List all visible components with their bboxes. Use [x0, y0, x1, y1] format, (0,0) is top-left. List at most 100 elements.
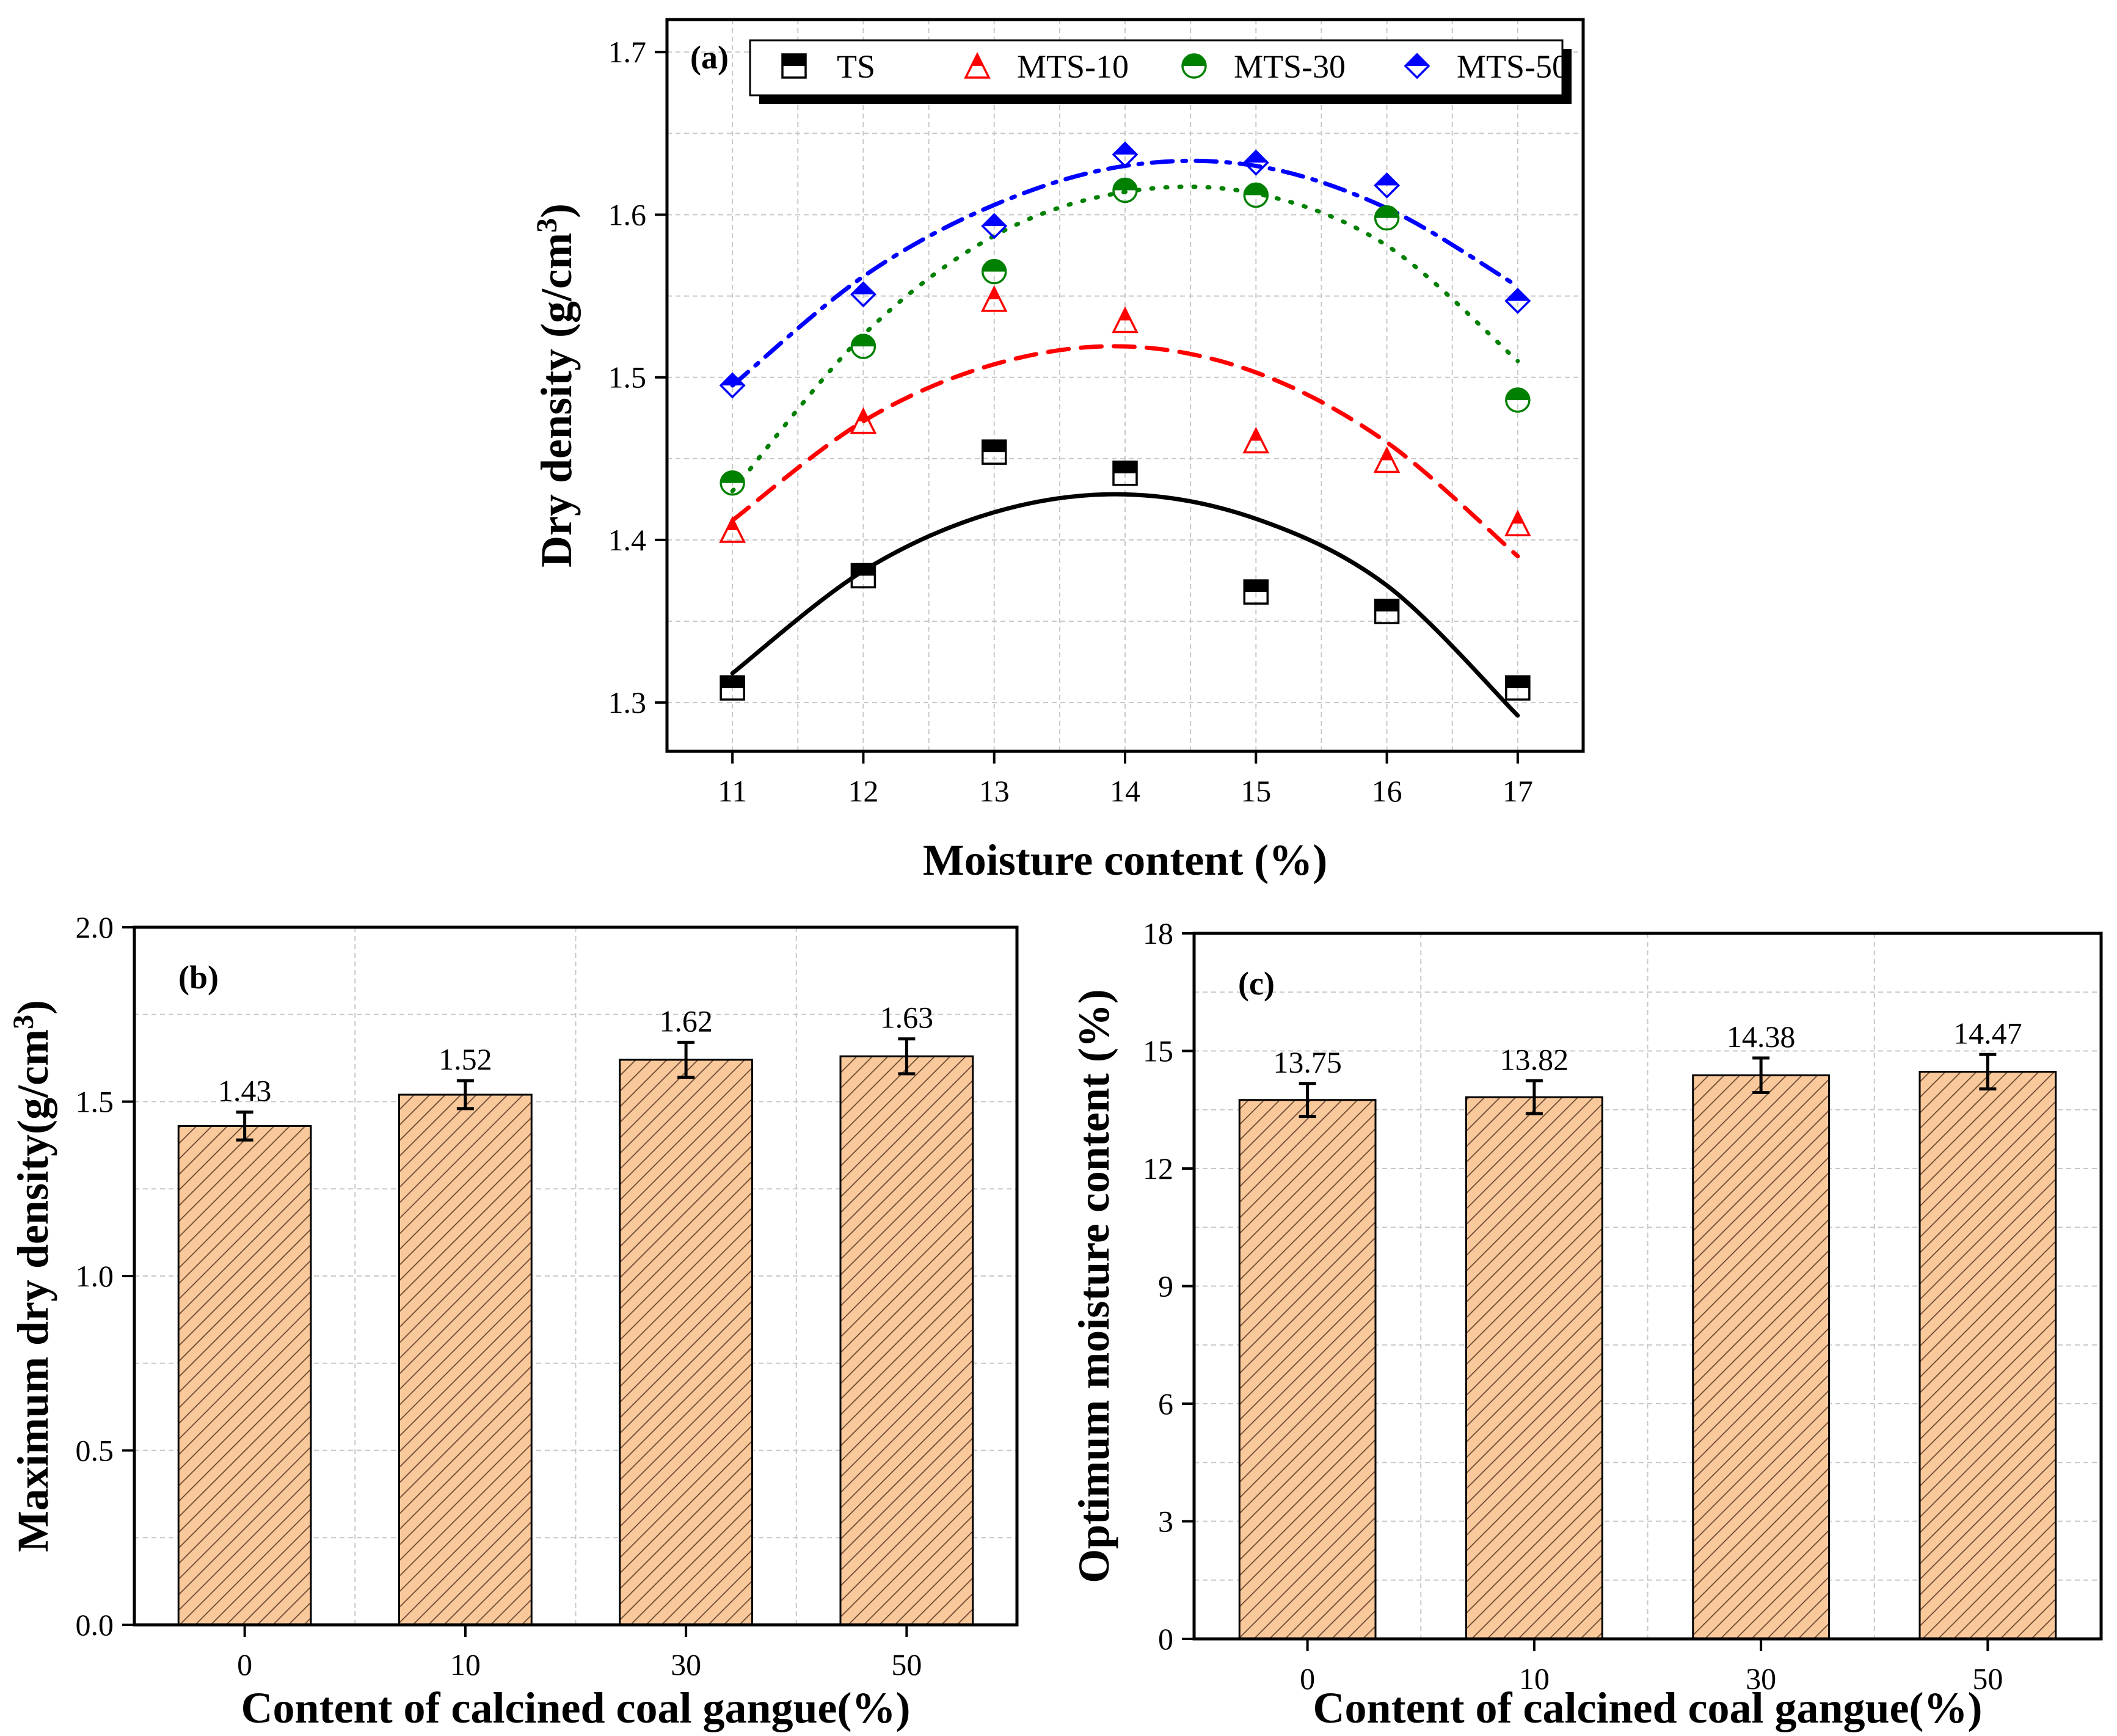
y-tick-label: 1.7 [608, 35, 647, 69]
x-tick-label: 17 [1503, 774, 1533, 808]
data-point-mts-30 [981, 258, 1007, 285]
data-point-ts [981, 439, 1007, 465]
legend-label-mts-30: MTS-30 [1234, 48, 1346, 85]
y-tick-label: 0.5 [76, 1434, 114, 1468]
x-tick-label: 15 [1241, 774, 1271, 808]
data-point-mts-50-fill [721, 374, 745, 385]
data-point-mts-30-outline [720, 470, 745, 496]
bar-value-label: 13.75 [1273, 1045, 1342, 1079]
data-point-mts-50 [981, 213, 1008, 239]
data-point-mts-10 [850, 407, 877, 434]
data-point-ts-outline [981, 439, 1007, 465]
data-point-ts [1505, 675, 1531, 701]
legend-label-ts: TS [837, 48, 875, 85]
data-point-mts-10-outline [1112, 306, 1139, 334]
data-point-mts-50-outline [1242, 149, 1269, 176]
bar-0 [177, 1125, 312, 1626]
data-point-ts [850, 563, 876, 589]
y-axis-title-superscript: 3 [7, 1015, 40, 1029]
bar-30 [1692, 1074, 1830, 1640]
data-point-ts-fill [721, 676, 745, 688]
y-tick-label: 1.4 [608, 523, 647, 557]
x-axis-title: Moisture content (%) [923, 836, 1328, 884]
data-point-ts-outline [1374, 599, 1400, 624]
y-tick-label: 18 [1143, 916, 1173, 950]
y-axis-title-superscript: 3 [531, 218, 563, 233]
y-tick-label: 15 [1143, 1034, 1173, 1068]
x-tick-label: 50 [891, 1647, 922, 1682]
data-point-mts-30-fill [851, 335, 875, 347]
x-tick-label: 14 [1110, 774, 1140, 808]
data-point-mts-30-fill [1113, 178, 1137, 191]
data-point-mts-30-outline [850, 334, 876, 359]
data-point-ts-fill [1375, 600, 1399, 612]
data-point-ts-outline [1505, 675, 1531, 701]
data-point-mts-10-outline [1504, 509, 1531, 537]
data-point-ts-fill [982, 440, 1006, 453]
data-point-mts-50 [1242, 149, 1269, 176]
data-point-mts-30-fill [721, 471, 745, 483]
bar-value-label: 1.63 [880, 1001, 934, 1035]
data-point-ts-fill [851, 564, 875, 576]
y-axis-title: Optimum moisture content (%) [1069, 989, 1118, 1583]
y-tick-label: 1.5 [608, 360, 647, 395]
bar-10 [398, 1093, 533, 1626]
data-point-mts-30 [1374, 205, 1400, 231]
y-tick-label: 1.0 [76, 1259, 114, 1293]
data-point-mts-50 [850, 281, 876, 308]
data-point-mts-50-outline [1374, 172, 1401, 199]
panel-label: (c) [1238, 965, 1275, 1002]
x-tick-label: 11 [718, 774, 747, 808]
legend: TS MTS-10 MTS-30 MTS-50 [749, 39, 1572, 104]
legend-marker-ts-outline [781, 53, 807, 79]
y-tick-label: 0.0 [76, 1608, 114, 1642]
data-point-mts-30-outline [1243, 182, 1269, 208]
data-point-mts-50 [1504, 288, 1531, 315]
legend-marker-mts-30-fill [1182, 54, 1206, 66]
bar-value-label: 13.82 [1500, 1042, 1569, 1076]
data-point-ts-outline [1112, 461, 1138, 486]
data-point-mts-10-fill [1119, 308, 1131, 321]
data-point-ts-outline [720, 675, 745, 701]
x-tick-label: 10 [1519, 1661, 1550, 1696]
data-point-mts-10-fill [1381, 448, 1393, 461]
x-tick-label: 16 [1372, 774, 1402, 808]
data-point-mts-30 [720, 470, 745, 496]
bar-10 [1465, 1096, 1603, 1640]
data-point-ts-fill [1244, 580, 1268, 593]
legend-marker-ts-fill [782, 54, 806, 66]
y-tick-label: 6 [1158, 1387, 1173, 1421]
bar-0 [1238, 1099, 1377, 1640]
y-tick-label: 3 [1158, 1504, 1173, 1539]
data-point-mts-30-outline [1505, 387, 1531, 413]
data-point-mts-50-outline [981, 213, 1008, 239]
data-point-ts-fill [1113, 461, 1137, 473]
data-point-mts-30 [1243, 182, 1269, 208]
data-point-ts [1374, 599, 1400, 624]
y-axis-title-close: ) [532, 203, 581, 218]
data-point-mts-30 [850, 334, 876, 359]
x-axis-title: Content of calcined coal gangue(%) [241, 1683, 911, 1732]
x-tick-label: 30 [1746, 1661, 1776, 1696]
data-point-ts [1243, 579, 1269, 605]
y-tick-label: 2.0 [76, 910, 114, 944]
data-point-mts-30-outline [981, 258, 1007, 285]
data-point-mts-10-outline [719, 516, 746, 543]
data-point-mts-50-fill [1244, 151, 1268, 163]
data-point-mts-10-fill [1512, 512, 1524, 524]
data-point-mts-10-fill [1250, 429, 1262, 441]
data-point-ts [1112, 461, 1138, 486]
legend-marker-mts-30 [1181, 53, 1207, 79]
data-point-mts-10 [1242, 426, 1270, 454]
y-tick-label: 1.6 [608, 197, 647, 232]
data-point-mts-30-fill [982, 260, 1006, 272]
data-point-ts-fill [1506, 676, 1529, 688]
x-tick-label: 13 [979, 774, 1010, 808]
data-point-mts-10 [1504, 509, 1531, 537]
data-point-mts-10-fill [857, 409, 869, 421]
data-point-ts-outline [850, 563, 876, 589]
data-point-mts-50-outline [1112, 141, 1139, 168]
bar-value-label: 1.43 [218, 1074, 272, 1108]
data-point-mts-30-outline [1112, 177, 1138, 203]
panel-label: (a) [690, 39, 729, 76]
